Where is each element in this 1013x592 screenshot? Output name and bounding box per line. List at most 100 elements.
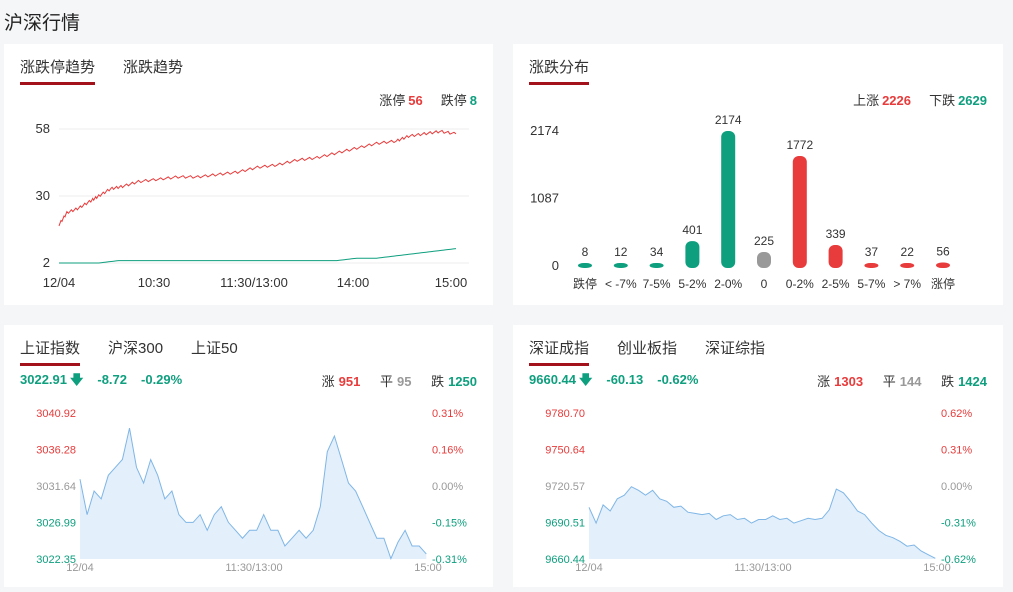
x-tick-label: 14:00 bbox=[337, 275, 370, 290]
y-tick-right: -0.62% bbox=[941, 554, 976, 566]
sz-price: 9660.44 bbox=[529, 372, 576, 387]
category-label: 5-7% bbox=[857, 277, 885, 291]
arrow-down-icon: 🡇 bbox=[579, 372, 593, 387]
limit-up-label: 涨停 bbox=[379, 93, 406, 108]
y-tick-right: 0.62% bbox=[941, 408, 972, 420]
y-tick-left: 3036.28 bbox=[36, 445, 76, 457]
x-tick-label: 11:30/13:00 bbox=[225, 562, 282, 574]
distribution-bar bbox=[685, 241, 700, 268]
distribution-bar bbox=[828, 244, 843, 268]
bar-value-label: 56 bbox=[936, 245, 950, 259]
sh-stats: 涨 951 平 95 跌 1250 bbox=[306, 371, 477, 390]
x-tick-label: 10:30 bbox=[138, 275, 171, 290]
category-label: > 7% bbox=[893, 277, 921, 291]
distribution-tabs: 涨跌分布 bbox=[529, 56, 617, 85]
category-label: < -7% bbox=[605, 277, 637, 291]
arrow-down-icon: 🡇 bbox=[70, 372, 84, 387]
y-tick-left: 3031.64 bbox=[36, 481, 76, 493]
category-label: 0-2% bbox=[786, 277, 814, 291]
sz-up-stat: 涨 1303 bbox=[817, 374, 864, 389]
limit-up-line bbox=[58, 129, 457, 227]
limit-down-label: 跌停 bbox=[440, 93, 467, 108]
limit-trend-card: 涨跌停趋势 涨跌趋势 涨停 56 跌停 8 58 30 2 12/04 10:30 11:30… bbox=[4, 44, 493, 305]
tab-sz-composite[interactable]: 深证综指 bbox=[705, 340, 766, 357]
distribution-bar bbox=[578, 263, 592, 268]
tab-csi300[interactable]: 沪深300 bbox=[108, 340, 164, 357]
y-tick-label: 0 bbox=[552, 258, 559, 273]
bar-value-label: 22 bbox=[901, 245, 915, 259]
bar-value-label: 37 bbox=[865, 245, 879, 259]
x-tick-label: 11:30/13:00 bbox=[220, 275, 288, 290]
sh-quote: 3022.91 🡇 -8.72 -0.29% bbox=[20, 371, 196, 393]
tab-limit-trend[interactable]: 涨跌停趋势 bbox=[20, 56, 96, 85]
x-tick-label: 11:30/13:00 bbox=[734, 562, 791, 574]
tab-sse50[interactable]: 上证50 bbox=[191, 340, 238, 357]
tab-updown-trend[interactable]: 涨跌趋势 bbox=[123, 59, 184, 76]
sz-quote: 9660.44 🡇 -60.13 -0.62% bbox=[529, 371, 712, 393]
limit-trend-chart: 58 30 2 12/04 10:30 11:30/13:00 14:00 15:00 bbox=[36, 121, 469, 290]
sh-index-card: 上证指数 沪深300 上证50 3022.91 🡇 -8.72 -0.29% 涨 951… bbox=[4, 325, 493, 587]
x-tick-label: 12/04 bbox=[575, 562, 603, 574]
y-tick-right: 0.16% bbox=[432, 445, 463, 457]
sh-up-stat: 涨 951 bbox=[321, 374, 361, 389]
y-tick-left: 9720.57 bbox=[545, 481, 585, 493]
x-tick-label: 12/04 bbox=[43, 275, 76, 290]
tab-sz-component[interactable]: 深证成指 bbox=[529, 337, 590, 366]
bar-value-label: 225 bbox=[754, 234, 774, 248]
bar-value-label: 339 bbox=[826, 227, 846, 241]
sz-flat-stat: 平 144 bbox=[882, 374, 922, 389]
limit-up-value: 56 bbox=[408, 93, 423, 108]
x-tick-label: 15:00 bbox=[435, 275, 468, 290]
bar-value-label: 401 bbox=[682, 223, 702, 237]
bar-value-label: 34 bbox=[650, 245, 664, 259]
bar-value-label: 8 bbox=[582, 245, 589, 259]
rise-label: 上涨 bbox=[853, 93, 880, 108]
tab-chinext[interactable]: 创业板指 bbox=[617, 340, 678, 357]
category-label: 2-5% bbox=[822, 277, 850, 291]
distribution-bar bbox=[613, 263, 628, 268]
y-tick-right: -0.15% bbox=[432, 518, 467, 530]
sh-price: 3022.91 bbox=[20, 372, 67, 387]
y-tick-right: 0.00% bbox=[432, 481, 463, 493]
y-tick-left: 3022.35 bbox=[36, 554, 76, 566]
limit-legend: 涨停 56 跌停 8 bbox=[379, 90, 477, 109]
sz-intraday-chart: 9780.70 0.62% 9750.64 0.31% 9720.57 0.00% 9690… bbox=[545, 408, 976, 574]
limit-trend-tabs: 涨跌停趋势 涨跌趋势 bbox=[20, 56, 211, 85]
distribution-chart: 2174 1087 0 8 跌停 12 < -7% 34 7-5% 401 5-2% 2174 2-0%… bbox=[530, 113, 955, 291]
rise-value: 2226 bbox=[882, 93, 911, 108]
y-tick-right: 0.31% bbox=[941, 445, 972, 457]
y-tick-label: 1087 bbox=[530, 191, 559, 206]
sh-pct: -0.29% bbox=[141, 372, 183, 387]
sh-down-stat: 跌 1250 bbox=[431, 374, 477, 389]
tab-sh-composite[interactable]: 上证指数 bbox=[20, 337, 81, 366]
y-tick-left: 3040.92 bbox=[36, 408, 76, 420]
y-tick-right: -0.31% bbox=[432, 554, 467, 566]
sz-pct: -0.62% bbox=[657, 372, 699, 387]
category-label: 0 bbox=[761, 277, 768, 291]
x-tick-label: 12/04 bbox=[66, 562, 94, 574]
sz-index-card: 深证成指 创业板指 深证综指 9660.44 🡇 -60.13 -0.62% 涨 130… bbox=[513, 325, 1003, 587]
y-tick-left: 9750.64 bbox=[545, 445, 585, 457]
sh-flat-stat: 平 95 bbox=[379, 374, 412, 389]
sz-change: -60.13 bbox=[606, 372, 644, 387]
y-tick-label: 58 bbox=[36, 121, 50, 136]
limit-down-line bbox=[59, 248, 457, 264]
category-label: 7-5% bbox=[643, 277, 671, 291]
sh-tabs: 上证指数 沪深300 上证50 bbox=[20, 337, 266, 366]
distribution-bar bbox=[792, 155, 807, 268]
category-label: 涨停 bbox=[931, 276, 955, 291]
sh-change: -8.72 bbox=[97, 372, 128, 387]
bar-value-label: 2174 bbox=[715, 113, 742, 127]
page-title: 沪深行情 bbox=[4, 13, 81, 34]
y-tick-left: 3026.99 bbox=[36, 518, 76, 530]
sz-stats: 涨 1303 平 144 跌 1424 bbox=[801, 371, 987, 390]
sh-price-area bbox=[80, 428, 427, 559]
distribution-card: 涨跌分布 上涨 2226 下跌 2629 2174 1087 0 8 跌停 12 < -7% 34… bbox=[513, 44, 1003, 305]
tab-distribution[interactable]: 涨跌分布 bbox=[529, 56, 590, 85]
limit-down-value: 8 bbox=[469, 93, 477, 108]
category-label: 跌停 bbox=[573, 276, 597, 291]
distribution-bar bbox=[721, 131, 736, 268]
distribution-bar bbox=[649, 263, 664, 268]
distribution-bar bbox=[757, 252, 771, 268]
y-tick-right: -0.31% bbox=[941, 518, 976, 530]
